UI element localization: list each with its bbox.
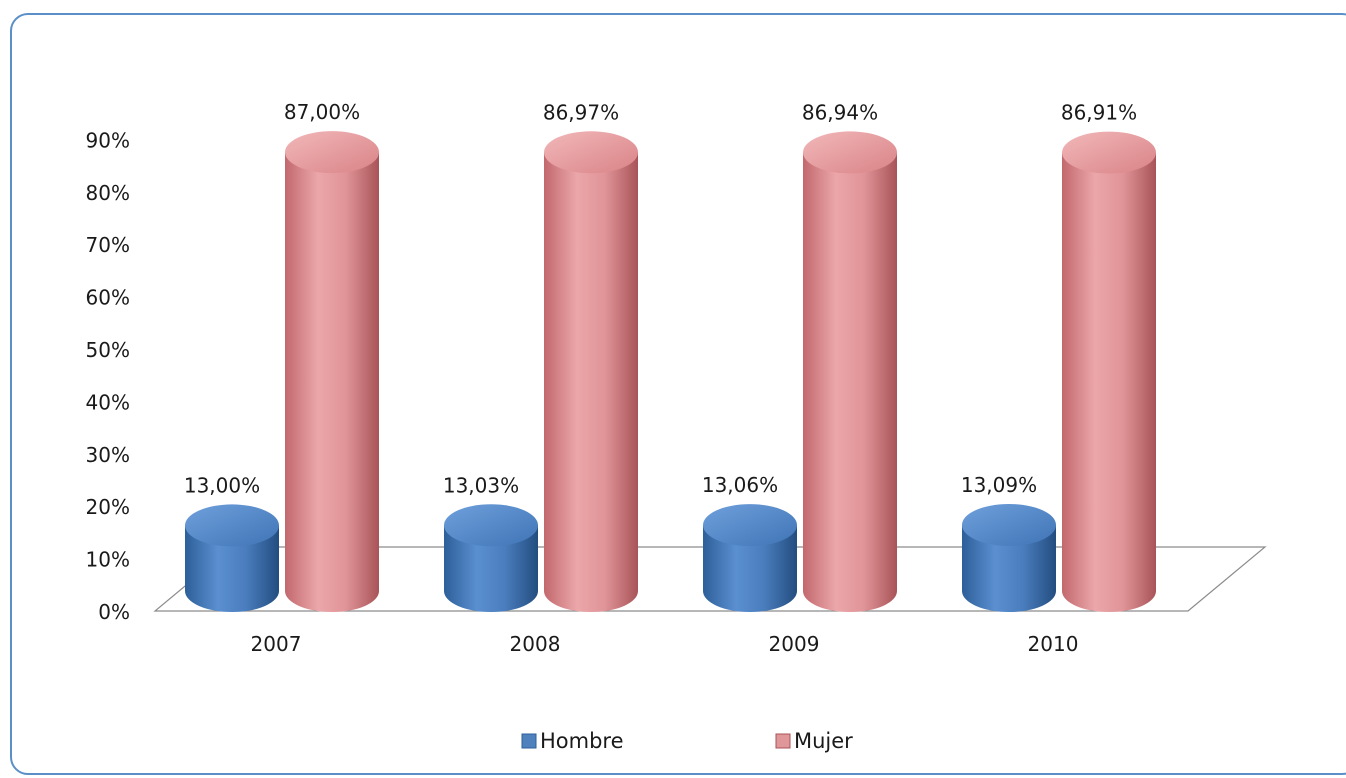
x-tick-label: 2009 xyxy=(769,632,820,656)
legend: Hombre Mujer xyxy=(521,729,853,753)
y-tick-label: 70% xyxy=(86,233,130,257)
legend-item-hombre: Hombre xyxy=(521,729,624,753)
data-label-hombre: 13,09% xyxy=(961,473,1037,497)
y-tick-label: 10% xyxy=(86,548,130,572)
data-label-hombre: 13,03% xyxy=(443,473,519,497)
bar-top xyxy=(803,131,897,174)
y-tick-label: 40% xyxy=(86,390,130,414)
bar-mujer-2009 xyxy=(803,131,897,612)
bar-mujer-2008 xyxy=(544,131,638,612)
bar-top xyxy=(962,503,1056,546)
bar-body xyxy=(285,152,379,612)
bar-top xyxy=(544,131,638,174)
bar-top xyxy=(285,131,379,174)
bar-top xyxy=(444,504,538,547)
y-tick-label: 30% xyxy=(86,443,130,467)
y-axis: 0% 10% 20% 30% 40% 50% 60% 70% 80% 90% xyxy=(86,128,130,624)
bar-hombre-2009 xyxy=(703,504,797,612)
bar-body xyxy=(444,525,538,612)
data-label-hombre: 13,00% xyxy=(184,473,260,497)
data-label-mujer: 86,91% xyxy=(1061,101,1137,125)
y-tick-label: 60% xyxy=(86,286,130,310)
legend-swatch-hombre xyxy=(521,733,537,749)
plot-area xyxy=(185,131,1156,612)
data-label-mujer: 86,94% xyxy=(802,100,878,124)
bar-body xyxy=(803,152,897,612)
bar-body xyxy=(544,152,638,612)
bar-body xyxy=(703,525,797,612)
y-tick-label: 20% xyxy=(86,495,130,519)
bar-top xyxy=(185,504,279,547)
bar-mujer-2007 xyxy=(285,131,379,612)
bar-body xyxy=(1062,152,1156,612)
bar-body xyxy=(962,524,1056,612)
bar-hombre-2007 xyxy=(185,504,279,612)
bar-hombre-2010 xyxy=(962,503,1056,612)
bar-mujer-2010 xyxy=(1062,131,1156,612)
y-tick-label: 50% xyxy=(86,338,130,362)
x-tick-label: 2010 xyxy=(1028,632,1079,656)
legend-swatch-mujer xyxy=(775,733,791,749)
y-tick-label: 80% xyxy=(86,181,130,205)
data-label-mujer: 86,97% xyxy=(543,100,619,124)
x-tick-label: 2007 xyxy=(251,632,302,656)
x-axis: 2007 2008 2009 2010 xyxy=(251,632,1079,656)
legend-label-hombre: Hombre xyxy=(540,729,624,753)
bar-top xyxy=(1062,131,1156,174)
bar-body xyxy=(185,525,279,612)
legend-item-mujer: Mujer xyxy=(775,729,853,753)
data-labels: 13,00% 87,00% 13,03% 86,97% 13,06% 86,94% 13,0… xyxy=(184,100,1137,497)
legend-label-mujer: Mujer xyxy=(794,729,853,753)
bar-hombre-2008 xyxy=(444,504,538,612)
data-label-hombre: 13,06% xyxy=(702,473,778,497)
y-tick-label: 0% xyxy=(98,600,130,624)
x-tick-label: 2008 xyxy=(510,632,561,656)
y-tick-label: 90% xyxy=(86,128,130,152)
data-label-mujer: 87,00% xyxy=(284,100,360,124)
bar-top xyxy=(703,504,797,547)
